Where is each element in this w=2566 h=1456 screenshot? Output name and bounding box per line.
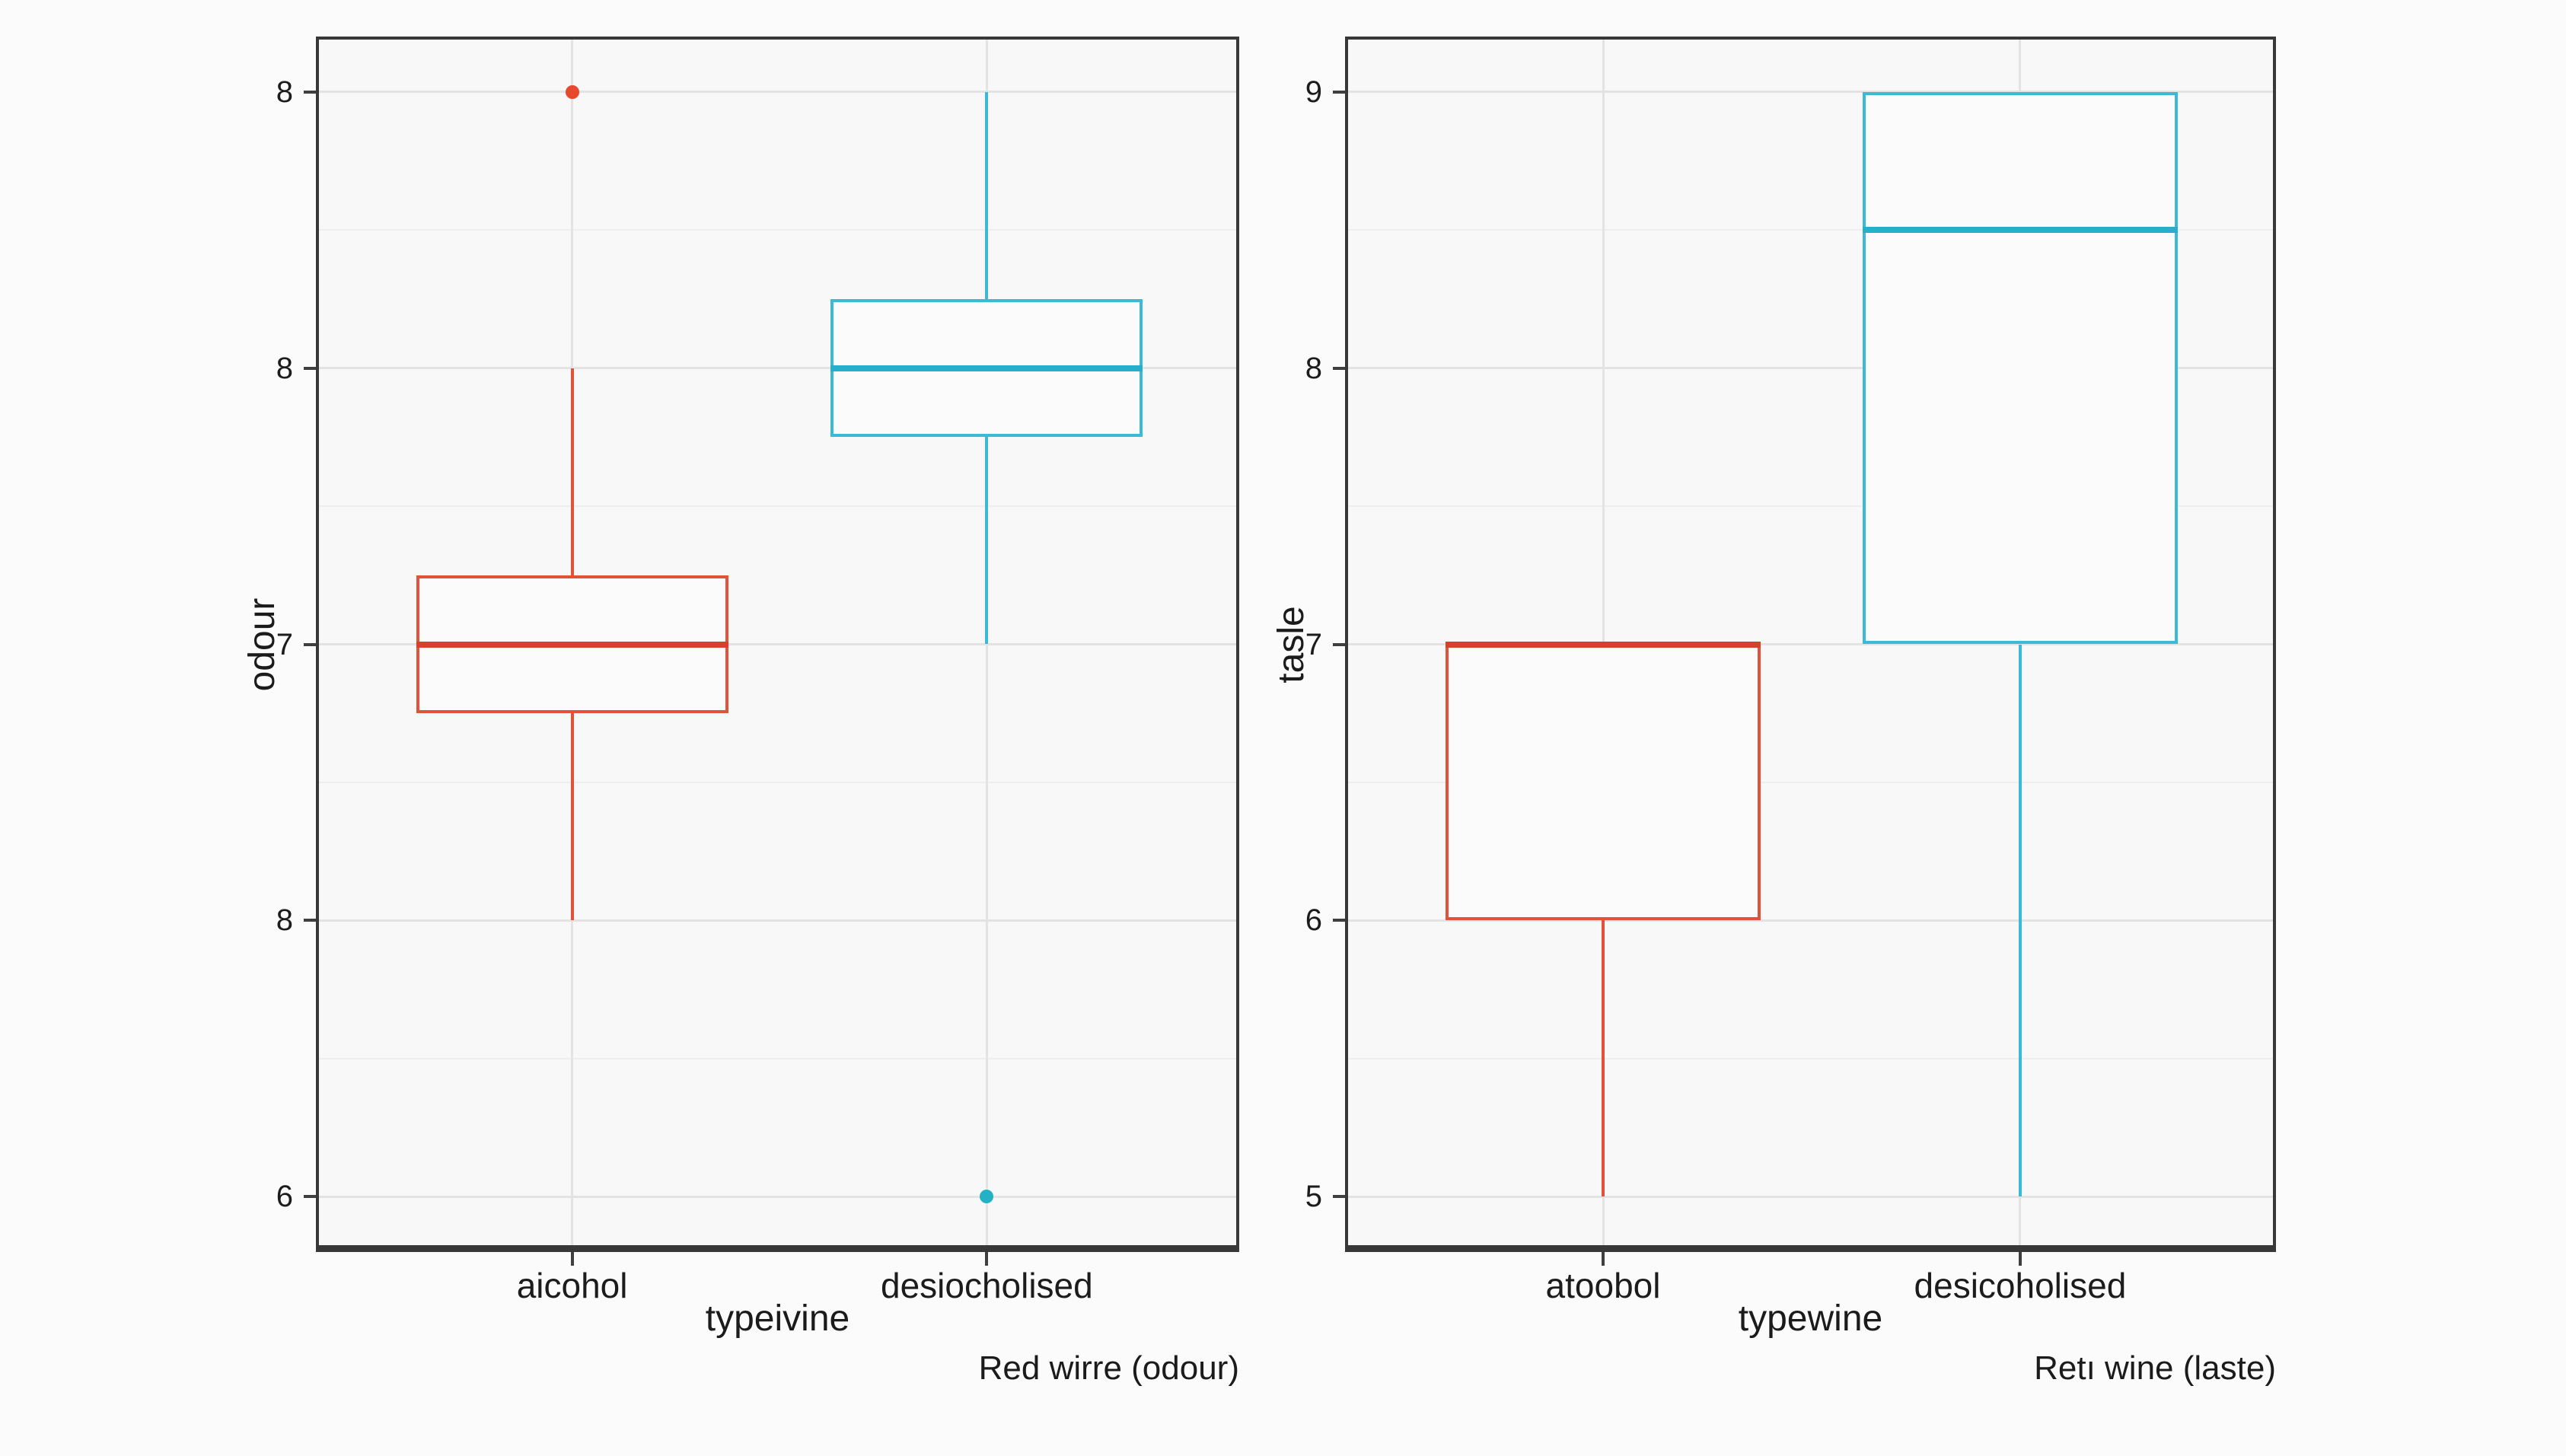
x-tick-label: atoobol	[1545, 1266, 1661, 1305]
gridline-minor	[1345, 1057, 2276, 1059]
gridline-minor	[1345, 229, 2276, 231]
lower-whisker	[1602, 920, 1605, 1197]
upper-whisker	[570, 368, 574, 575]
y-tick-mark	[304, 90, 316, 94]
y-tick-label: 8	[276, 903, 293, 938]
y-tick-mark	[1333, 90, 1345, 94]
y-tick-label: 7	[1305, 627, 1322, 661]
x-tick-mark	[1602, 1252, 1605, 1266]
outlier-point	[980, 1190, 994, 1204]
gridline-minor	[316, 229, 1239, 231]
median-line	[416, 641, 728, 648]
outlier-point	[565, 84, 579, 99]
y-tick-label: 8	[276, 351, 293, 385]
gridline-major	[316, 1195, 1239, 1198]
gridline-vertical	[985, 37, 988, 1252]
y-tick-mark	[304, 919, 316, 922]
gridline-minor	[316, 781, 1239, 783]
y-tick-label: 7	[276, 627, 293, 661]
gridline-major	[1345, 919, 2276, 922]
y-tick-mark	[1333, 919, 1345, 922]
gridline-major	[1345, 91, 2276, 94]
median-line	[1446, 641, 1761, 648]
lower-whisker	[2018, 644, 2022, 1197]
boxplot-box	[1863, 91, 2178, 645]
median-line	[830, 365, 1143, 371]
upper-whisker	[985, 91, 989, 299]
x-tick-mark	[985, 1252, 989, 1266]
panel-border	[1345, 37, 2276, 1252]
x-axis-title: typeivine	[705, 1298, 850, 1339]
gridline-minor	[316, 505, 1239, 508]
gridline-major	[1345, 367, 2276, 370]
y-tick-mark	[1333, 366, 1345, 370]
x-axis-title: typewine	[1738, 1298, 1883, 1339]
gridline-minor	[316, 1057, 1239, 1059]
x-tick-label: desiocholised	[880, 1266, 1093, 1305]
gridline-minor	[1345, 505, 2276, 508]
plot-caption: Red wirre (odour)	[978, 1349, 1239, 1387]
y-tick-label: 6	[1305, 903, 1322, 938]
gridline-major	[1345, 1195, 2276, 1198]
x-tick-mark	[570, 1252, 574, 1266]
y-axis-title: tasle	[1271, 605, 1312, 683]
panel-border	[316, 37, 1239, 1252]
y-tick-mark	[304, 642, 316, 646]
gridline-major	[316, 643, 1239, 645]
gridline-minor	[1345, 781, 2276, 783]
y-tick-label: 6	[276, 1180, 293, 1214]
x-tick-label: desicoholised	[1914, 1266, 2127, 1305]
lower-whisker	[570, 713, 574, 921]
y-tick-mark	[1333, 642, 1345, 646]
y-tick-mark	[1333, 1195, 1345, 1199]
y-tick-mark	[304, 1195, 316, 1199]
lower-whisker	[985, 437, 989, 645]
y-tick-label: 5	[1305, 1180, 1322, 1214]
gridline-major	[1345, 643, 2276, 645]
x-tick-mark	[2018, 1252, 2022, 1266]
gridline-major	[316, 91, 1239, 94]
median-line	[1863, 227, 2178, 234]
y-tick-label: 9	[1305, 75, 1322, 109]
y-tick-mark	[304, 366, 316, 370]
gridline-major	[316, 919, 1239, 922]
y-tick-label: 8	[276, 75, 293, 109]
gridline-major	[316, 367, 1239, 370]
plot-caption: Retı wine (laste)	[2034, 1349, 2276, 1387]
x-tick-label: aicohol	[516, 1266, 628, 1305]
y-tick-label: 8	[1305, 351, 1322, 385]
